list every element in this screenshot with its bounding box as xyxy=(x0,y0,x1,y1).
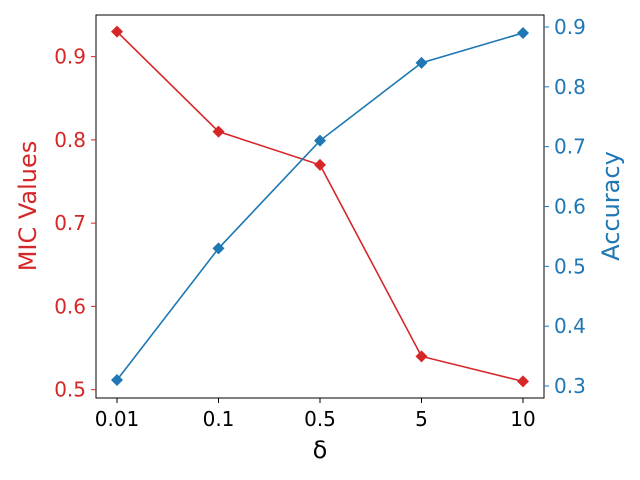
right-y-tick-label: 0.9 xyxy=(554,15,586,39)
left-series-point xyxy=(212,125,225,138)
x-tick-label: 0.1 xyxy=(203,407,235,431)
x-axis: 0.01 0.1 0.5 5 10 xyxy=(95,398,536,431)
series-layer xyxy=(111,25,529,388)
right-series-point xyxy=(415,56,428,69)
right-y-tick-label: 0.4 xyxy=(554,314,586,338)
right-series-line xyxy=(116,32,524,381)
left-y-tick-label: 0.6 xyxy=(54,294,86,318)
right-y-tick-label: 0.7 xyxy=(554,135,586,159)
x-tick-label: 0.5 xyxy=(304,407,336,431)
x-axis-title: δ xyxy=(313,436,328,464)
x-tick-label: 10 xyxy=(510,407,535,431)
left-series-point xyxy=(415,350,428,363)
right-series-point xyxy=(314,134,326,147)
left-y-tick-label: 0.8 xyxy=(54,128,86,152)
right-y-tick-label: 0.3 xyxy=(554,374,586,398)
left-series-point xyxy=(111,25,123,38)
left-y-tick-label: 0.7 xyxy=(54,211,86,235)
left-y-axis: 0.5 0.6 0.7 0.8 0.9 xyxy=(54,45,96,402)
right-y-tick-label: 0.6 xyxy=(554,195,586,219)
right-y-axis-title: Accuracy xyxy=(597,151,625,261)
plot-frame xyxy=(95,14,545,399)
left-series-point xyxy=(517,375,529,388)
right-series-point xyxy=(111,374,123,387)
left-series-line xyxy=(116,31,524,383)
left-y-tick-label: 0.9 xyxy=(54,45,86,69)
right-y-tick-label: 0.8 xyxy=(554,75,586,99)
right-series-point xyxy=(212,242,225,255)
left-y-tick-label: 0.5 xyxy=(54,378,86,402)
right-series-point xyxy=(517,26,529,39)
left-series-point xyxy=(314,158,326,171)
x-tick-label: 0.01 xyxy=(95,407,140,431)
right-y-axis: 0.3 0.4 0.5 0.6 0.7 0.8 0.9 xyxy=(544,15,586,398)
right-y-tick-label: 0.5 xyxy=(554,254,586,278)
left-y-axis-title: MIC Values xyxy=(14,141,42,272)
x-tick-label: 5 xyxy=(415,407,428,431)
